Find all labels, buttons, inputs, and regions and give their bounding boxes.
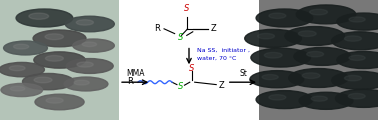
Circle shape (82, 42, 97, 47)
Circle shape (16, 9, 73, 27)
Circle shape (285, 27, 344, 45)
Circle shape (256, 91, 313, 109)
Circle shape (9, 66, 25, 71)
Circle shape (0, 62, 45, 77)
Circle shape (23, 73, 74, 90)
Circle shape (29, 13, 49, 19)
Circle shape (33, 30, 86, 47)
Text: S: S (184, 4, 190, 13)
Circle shape (77, 62, 93, 67)
Circle shape (67, 59, 113, 73)
Text: water, 70 °C: water, 70 °C (197, 56, 236, 61)
Circle shape (250, 71, 304, 88)
Circle shape (14, 44, 29, 49)
Text: Z: Z (218, 81, 224, 90)
Circle shape (76, 20, 93, 25)
Circle shape (298, 31, 316, 36)
Text: Z: Z (211, 24, 217, 33)
Circle shape (65, 16, 114, 32)
Circle shape (257, 33, 274, 39)
Text: R: R (154, 24, 160, 33)
Circle shape (262, 75, 278, 80)
Circle shape (46, 98, 63, 103)
Circle shape (344, 75, 361, 81)
Circle shape (349, 17, 365, 22)
Circle shape (337, 13, 378, 30)
Circle shape (245, 29, 302, 47)
Circle shape (34, 77, 52, 83)
Text: R: R (127, 77, 133, 86)
Circle shape (349, 55, 365, 60)
Circle shape (73, 39, 114, 52)
Circle shape (64, 77, 108, 91)
Circle shape (332, 71, 378, 89)
Text: MMA: MMA (126, 69, 144, 78)
Text: Na SS,  initiator ,: Na SS, initiator , (197, 47, 249, 52)
Circle shape (35, 94, 84, 110)
Circle shape (310, 9, 327, 15)
Circle shape (45, 34, 64, 40)
Text: S: S (178, 82, 183, 91)
Circle shape (289, 69, 348, 87)
Circle shape (299, 92, 353, 109)
Circle shape (4, 41, 48, 55)
Circle shape (335, 89, 378, 107)
Circle shape (337, 51, 378, 69)
Circle shape (269, 95, 286, 100)
Circle shape (332, 32, 378, 50)
Circle shape (302, 73, 320, 78)
FancyBboxPatch shape (0, 0, 119, 120)
Text: S: S (178, 33, 183, 42)
FancyBboxPatch shape (259, 0, 378, 120)
Circle shape (348, 93, 365, 99)
Circle shape (74, 80, 89, 85)
Circle shape (264, 52, 282, 58)
Circle shape (311, 96, 327, 101)
Circle shape (1, 83, 42, 97)
Circle shape (45, 56, 64, 61)
Text: S: S (189, 64, 195, 73)
Circle shape (296, 5, 356, 24)
Circle shape (269, 13, 286, 18)
Circle shape (344, 36, 361, 41)
Circle shape (307, 51, 324, 57)
Circle shape (256, 9, 313, 27)
Circle shape (34, 52, 85, 68)
Text: St: St (239, 69, 247, 78)
Circle shape (294, 47, 351, 65)
Circle shape (10, 86, 25, 91)
Circle shape (251, 48, 310, 67)
